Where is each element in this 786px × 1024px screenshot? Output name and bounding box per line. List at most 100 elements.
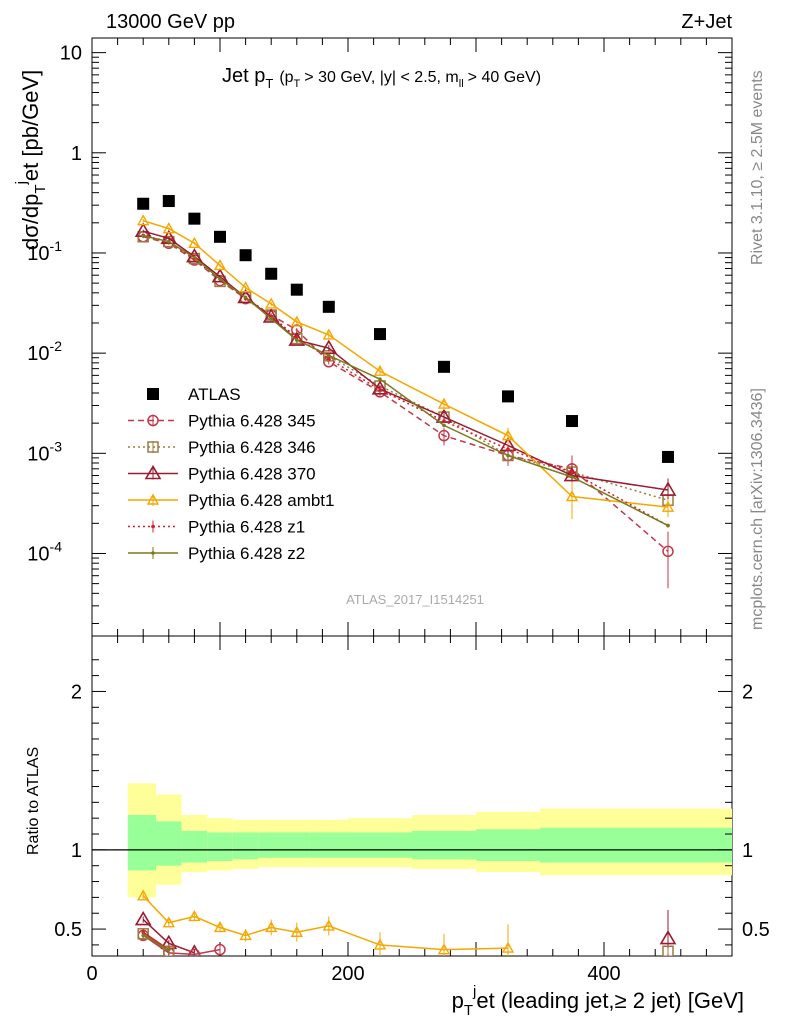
ratio-series-layer (134, 889, 677, 956)
point-z2 (269, 317, 274, 321)
ratio-band-inner (412, 830, 476, 860)
ratio-point-ambt1 (188, 909, 201, 922)
point-z2 (378, 377, 382, 381)
main-ytick-exponent: -1 (50, 238, 63, 254)
title-cond-2-sub: ll (459, 78, 464, 90)
point-p345 (662, 545, 674, 558)
y-axis-label-ratio: Ratio to ATLAS (25, 747, 42, 855)
point-ambt1 (213, 259, 227, 271)
point-z2 (141, 234, 145, 238)
point-ATLAS (162, 195, 175, 208)
point-z2 (218, 277, 222, 281)
point-z2 (192, 255, 197, 260)
main-ytick-base: 10 (27, 343, 49, 365)
point-ATLAS (502, 390, 514, 403)
legend-marker-p370 (144, 464, 162, 480)
point-ATLAS (137, 197, 150, 210)
ratio-line-z2 (142, 934, 170, 951)
main-ytick-base: 10 (27, 443, 49, 465)
ratio-point-p346 (662, 945, 674, 956)
legend-marker-z1 (151, 524, 155, 529)
ratio-point-ambt1 (162, 916, 175, 928)
point-z1 (378, 388, 382, 392)
point-z1 (506, 447, 510, 451)
ylabel-sup: j (13, 181, 30, 185)
point-ATLAS (566, 415, 578, 428)
legend-label-z2: Pythia 6.428 z2 (188, 544, 305, 563)
point-ambt1 (188, 236, 201, 248)
ratio-ytick-label-right: 1 (742, 840, 753, 862)
main-series-layer (134, 195, 677, 589)
main-ytick-label: 10-3 (27, 438, 62, 465)
ratio-ytick-label-right: 2 (742, 681, 753, 703)
point-z2 (295, 338, 299, 342)
main-ytick-exponent: -4 (50, 538, 63, 554)
x-tick-label: 400 (587, 963, 620, 985)
title-cond-3: > 40 GeV) (468, 69, 541, 86)
main-ytick-exponent: -3 (50, 438, 63, 454)
x-tick-label: 200 (331, 963, 364, 985)
ratio-band-inner (604, 827, 732, 863)
point-ambt1 (137, 214, 150, 226)
series-z2 (141, 234, 670, 528)
ratio-ytick-label-right: 0.5 (742, 919, 770, 941)
point-z2 (327, 353, 331, 358)
point-z2 (167, 239, 171, 244)
legend-entry-p345: Pythia 6.428 345 (128, 412, 316, 431)
ratio-point-p346 (137, 928, 149, 940)
ratio-band-inner (348, 832, 412, 858)
point-ATLAS (214, 230, 226, 243)
ratio-series-ambt1 (137, 889, 515, 956)
point-ATLAS (239, 249, 252, 262)
ratio-band-inner (476, 829, 540, 861)
main-ytick-exponent: -2 (50, 338, 63, 354)
main-ytick-base: 1 (71, 143, 82, 165)
title-cond-2: > 30 GeV, |y| < 2.5, m (304, 69, 458, 86)
ylabel-pre: dσ/dp (18, 194, 43, 250)
ratio-series-z2 (141, 932, 171, 953)
xlabel-post: et (leading jet,≥ 2 jet) [GeV] (476, 988, 744, 1013)
ratio-point-ambt1 (213, 921, 227, 933)
point-z1 (295, 335, 299, 339)
ratio-band-inner (232, 832, 259, 860)
ratio-point-ambt1 (437, 943, 451, 955)
ylabel-sub: T (32, 184, 49, 193)
point-ambt1 (373, 364, 387, 376)
process-label: Z+Jet (681, 11, 732, 33)
xlabel-sub: T (464, 1002, 473, 1019)
legend-marker-ATLAS (147, 388, 159, 400)
ratio-point-ambt1 (501, 941, 515, 953)
point-z2 (243, 295, 248, 300)
point-p370 (237, 288, 254, 304)
y-axis-label-main: dσ/dpTjet [pb/GeV] (13, 70, 49, 250)
point-ambt1 (661, 500, 675, 512)
analysis-watermark: ATLAS_2017_I1514251 (346, 592, 484, 607)
ratio-band-inner (127, 815, 156, 871)
point-ATLAS (438, 360, 450, 373)
main-ytick-label: 1 (71, 143, 82, 165)
legend-entry-z1: Pythia 6.428 z1 (128, 518, 305, 537)
ratio-band-inner (309, 832, 348, 858)
point-ambt1 (501, 429, 515, 441)
main-ytick-label: 10-2 (27, 338, 62, 365)
ratio-axis-ticks: 0 200 400 0.5 0.5 1 1 2 2 (54, 38, 770, 985)
point-ATLAS (662, 450, 674, 463)
mcplots-label: mcplots.cern.ch [arXiv:1306.3436] (749, 388, 766, 630)
ratio-band-inner (181, 830, 208, 863)
point-z2 (666, 523, 670, 528)
ratio-point-p345 (188, 948, 201, 956)
ratio-point-ambt1 (322, 919, 335, 931)
main-ytick-base: 10 (60, 43, 82, 65)
point-ATLAS (265, 267, 278, 280)
point-ATLAS (290, 283, 303, 296)
legend: ATLAS Pythia 6.428 345 Pythia 6.428 346 Pyt… (128, 385, 334, 563)
point-z1 (570, 470, 574, 474)
ylabel-post: et [pb/GeV] (18, 70, 43, 181)
ratio-uncertainty-bands (127, 783, 732, 898)
xlabel-pre: p (452, 988, 464, 1013)
main-ytick-base: 10 (27, 243, 49, 265)
ratio-point-p370 (659, 929, 677, 945)
point-z2 (570, 475, 574, 479)
